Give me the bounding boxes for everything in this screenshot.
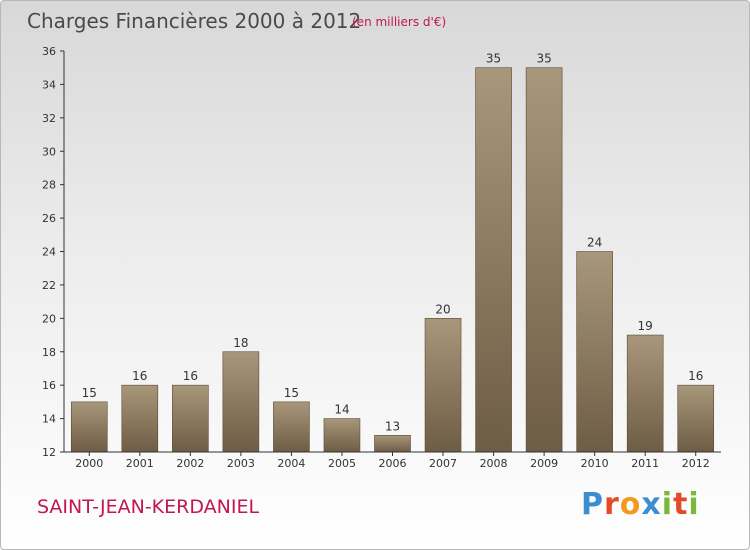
y-tick-label: 22 [42,279,56,292]
x-tick-label: 2003 [227,457,255,470]
x-tick-label: 2012 [682,457,710,470]
logo-letter: t [673,487,689,522]
bar-2007 [424,318,462,453]
bar-2002 [172,384,209,453]
x-tick-label: 2009 [530,457,558,470]
logo-letter: r [604,487,620,522]
x-tick-label: 2000 [75,457,103,470]
data-label: 24 [587,236,602,250]
y-tick-label: 20 [42,312,56,325]
axes-group: 12 14 16 18 20 22 24 26 28 30 32 34 36 2000 2001 2002 20… [42,45,721,470]
data-label: 35 [536,52,551,66]
y-tick-label: 34 [42,78,56,91]
x-tick-label: 2001 [126,457,154,470]
proxiti-logo[interactable]: Proxiti [581,487,700,522]
logo-letter: i [661,487,674,522]
chart-title: Charges Financières 2000 à 2012 [27,9,362,33]
logo-letter: i [688,487,700,522]
x-tick-label: 2002 [176,457,204,470]
y-tick-label: 24 [42,246,56,259]
y-tick-label: 14 [42,413,56,426]
x-tick-label: 2006 [379,457,407,470]
y-tick-label: 36 [42,45,56,58]
x-tick-label: 2011 [631,457,659,470]
x-tick-label: 2008 [480,457,508,470]
chart-subtitle: (en milliers d'€) [352,15,447,29]
data-label: 35 [486,52,501,66]
bar-2010 [576,251,613,453]
bar-2012 [677,384,715,453]
bar-2001 [121,384,159,453]
bar-2006 [374,434,411,453]
data-label: 15 [284,386,299,400]
bar-2011 [626,334,664,453]
y-tick-label: 16 [42,379,56,392]
data-label: 14 [334,403,349,417]
logo-letter: P [581,487,604,522]
y-tick-label: 12 [42,446,56,459]
x-tick-label: 2007 [429,457,457,470]
data-label: 16 [688,369,703,383]
data-label: 13 [385,419,400,433]
data-label: 16 [183,369,198,383]
x-tick-label: 2005 [328,457,356,470]
y-tick-label: 26 [42,212,56,225]
logo-letter: x [641,487,662,522]
data-label: 16 [132,369,147,383]
bar-2003 [222,351,260,453]
data-label: 19 [638,319,653,333]
commune-name: SAINT-JEAN-KERDANIEL [37,496,260,518]
bars-group: 15 16 16 18 15 14 13 20 35 35 24 19 16 [70,52,715,453]
y-tick-label: 18 [42,346,56,359]
bar-2004 [273,401,310,453]
data-label: 20 [435,302,450,316]
x-tick-label: 2010 [581,457,609,470]
bar-2005 [323,418,361,453]
logo-letter: o [619,487,642,522]
bar-2009 [525,67,563,453]
data-label: 15 [82,386,97,400]
y-tick-label: 32 [42,112,56,125]
bar-2000 [70,401,108,453]
data-label: 18 [233,336,248,350]
bar-chart: 15 16 16 18 15 14 13 20 35 35 24 19 16 12 14 16 18 20 22 2… [42,45,721,470]
bar-2008 [475,67,512,453]
y-tick-label: 28 [42,179,56,192]
x-tick-label: 2004 [277,457,305,470]
y-tick-label: 30 [42,145,56,158]
